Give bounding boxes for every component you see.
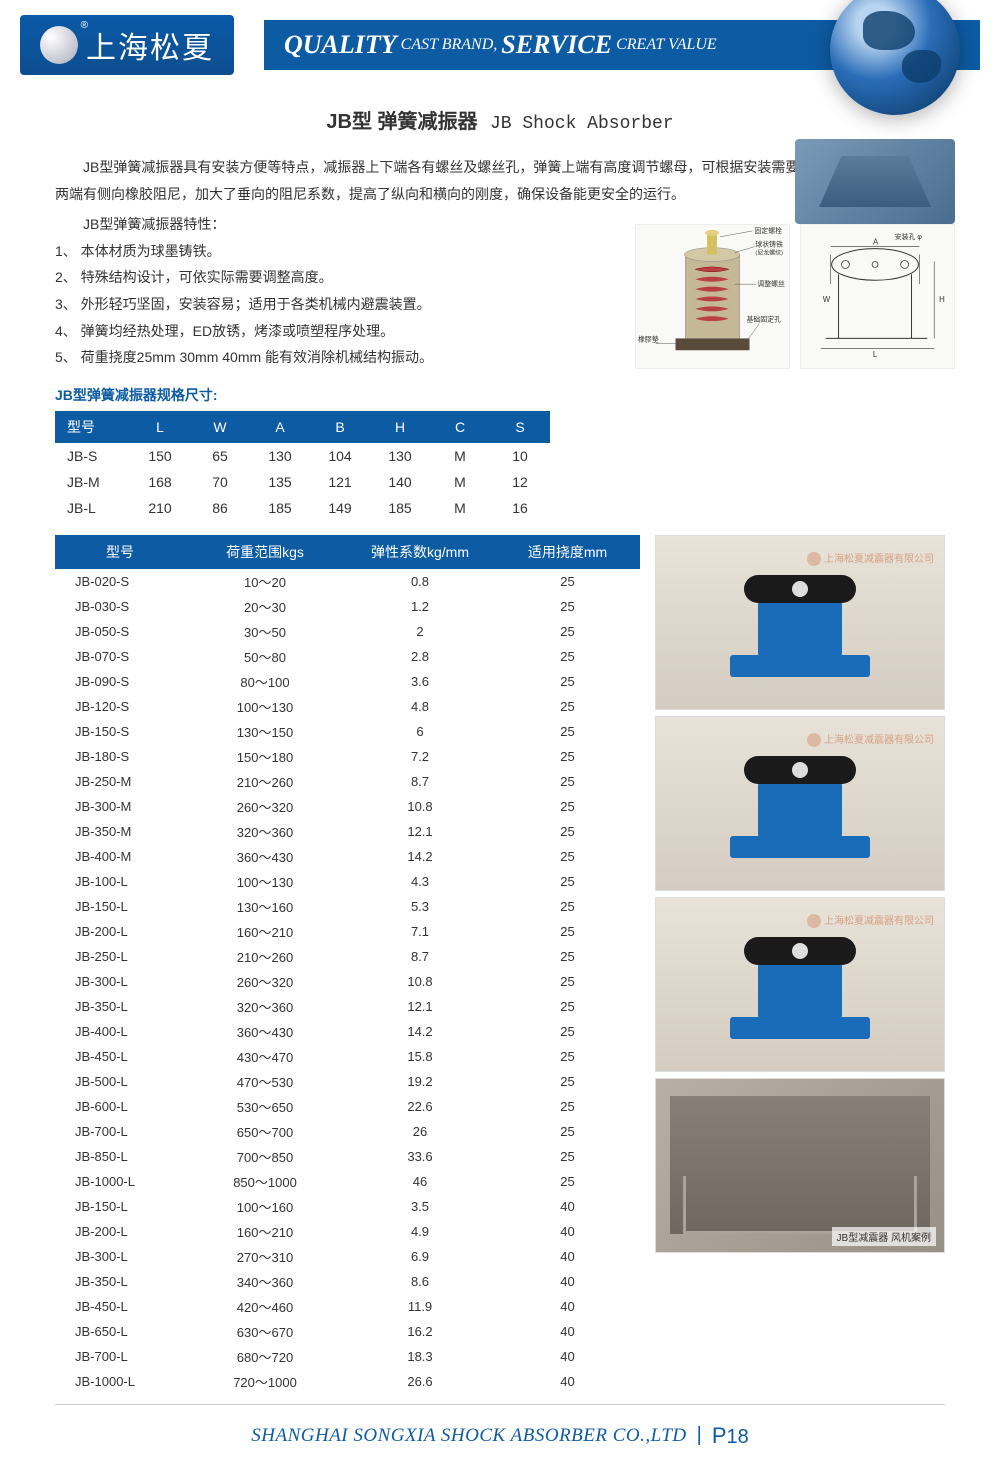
- intro-block: JB型弹簧减振器具有安装方便等特点，减振器上下端各有螺丝及螺丝孔，弹簧上端有高度…: [55, 154, 945, 371]
- footer-company: SHANGHAI SONGXIA SHOCK ABSORBER CO.,LTD: [251, 1425, 686, 1447]
- table-row: JB-200-L160～2104.940: [55, 1219, 640, 1244]
- product-photo-2: 上海松夏减震器有限公司: [655, 716, 945, 891]
- table-row: JB-S15065130104130M10: [55, 443, 550, 469]
- table-row: JB-450-L430～47015.825: [55, 1044, 640, 1069]
- table-row: JB-300-L260～32010.825: [55, 969, 640, 994]
- diagram-dimensions: 安装孔 φ L H A W: [800, 224, 955, 369]
- table-row: JB-450-L420～46011.940: [55, 1294, 640, 1319]
- fan-photo: [795, 139, 955, 224]
- logo: 上海松夏: [20, 15, 234, 75]
- main-row: 型号荷重范围kgs弹性系数kg/mm适用挠度mm JB-020-S10～200.…: [55, 535, 945, 1394]
- footer: SHANGHAI SONGXIA SHOCK ABSORBER CO.,LTD …: [0, 1417, 1000, 1469]
- svg-text:W: W: [823, 295, 831, 304]
- content: JB型 弹簧减振器 JB Shock Absorber JB型弹簧减振器具有安装…: [0, 75, 1000, 1404]
- table-row: JB-030-S20～301.225: [55, 594, 640, 619]
- table-row: JB-300-M260～32010.825: [55, 794, 640, 819]
- table-row: JB-120-S100～1304.825: [55, 694, 640, 719]
- table-row: JB-090-S80～1003.625: [55, 669, 640, 694]
- footer-page: P18: [712, 1423, 749, 1449]
- svg-text:(尼龙螺纹): (尼龙螺纹): [755, 249, 783, 257]
- product-photo-4: JB型减震器 风机案例: [655, 1078, 945, 1253]
- table-row: JB-150-L100～1603.540: [55, 1194, 640, 1219]
- product-photo-1: 上海松夏减震器有限公司: [655, 535, 945, 710]
- svg-text:球状铸铁: 球状铸铁: [755, 240, 783, 249]
- table-row: JB-200-L160～2107.125: [55, 919, 640, 944]
- table-row: JB-180-S150～1807.225: [55, 744, 640, 769]
- svg-text:安装孔 φ: 安装孔 φ: [895, 232, 923, 241]
- diagram-cutaway: 固定螺栓 球状铸铁 (尼龙螺纹) 调整螺丝 基础固定孔 橡膠墊: [635, 224, 790, 369]
- table-row: JB-150-L130～1605.325: [55, 894, 640, 919]
- table-row: JB-1000-L850～10004625: [55, 1169, 640, 1194]
- svg-text:固定螺栓: 固定螺栓: [754, 226, 782, 235]
- table-row: JB-600-L530～65022.625: [55, 1094, 640, 1119]
- svg-text:L: L: [873, 350, 878, 359]
- svg-text:调整螺丝: 调整螺丝: [757, 279, 785, 288]
- table-row: JB-250-M210～2608.725: [55, 769, 640, 794]
- table-row: JB-700-L650～7002625: [55, 1119, 640, 1144]
- product-photos: 上海松夏减震器有限公司 上海松夏减震器有限公司 上海松夏减震器有限公司 JB型减…: [655, 535, 945, 1253]
- product-photo-3: 上海松夏减震器有限公司: [655, 897, 945, 1072]
- diagrams: 固定螺栓 球状铸铁 (尼龙螺纹) 调整螺丝 基础固定孔 橡膠墊 安装孔 φ: [635, 224, 955, 369]
- table-row: JB-400-L360～43014.225: [55, 1019, 640, 1044]
- dim-table-title: JB型弹簧减振器规格尺寸:: [55, 385, 945, 405]
- table-row: JB-020-S10～200.825: [55, 569, 640, 594]
- table-row: JB-350-M320～36012.125: [55, 819, 640, 844]
- table-row: JB-500-L470～53019.225: [55, 1069, 640, 1094]
- page-header: 上海松夏 QUALITY CAST BRAND, SERVICE CREAT V…: [0, 0, 1000, 75]
- svg-text:橡膠墊: 橡膠墊: [638, 334, 659, 343]
- dimension-table: 型号LWABHCS JB-S15065130104130M10JB-M16870…: [55, 411, 550, 521]
- spec-table: 型号荷重范围kgs弹性系数kg/mm适用挠度mm JB-020-S10～200.…: [55, 535, 640, 1394]
- logo-text: 上海松夏: [86, 23, 214, 67]
- table-row: JB-050-S30～50225: [55, 619, 640, 644]
- footer-rule: [55, 1404, 945, 1405]
- logo-icon: [40, 26, 78, 64]
- table-row: JB-1000-L720～100026.640: [55, 1369, 640, 1394]
- table-row: JB-300-L270～3106.940: [55, 1244, 640, 1269]
- table-row: JB-L21086185149185M16: [55, 495, 550, 521]
- table-row: JB-070-S50～802.825: [55, 644, 640, 669]
- svg-text:A: A: [873, 238, 879, 247]
- table-row: JB-400-M360～43014.225: [55, 844, 640, 869]
- table-row: JB-850-L700～85033.625: [55, 1144, 640, 1169]
- table-row: JB-250-L210～2608.725: [55, 944, 640, 969]
- svg-text:基础固定孔: 基础固定孔: [747, 315, 782, 324]
- table-row: JB-150-S130～150625: [55, 719, 640, 744]
- table-row: JB-100-L100～1304.325: [55, 869, 640, 894]
- svg-text:H: H: [939, 295, 945, 304]
- table-row: JB-350-L340～3608.640: [55, 1269, 640, 1294]
- table-row: JB-M16870135121140M12: [55, 469, 550, 495]
- table-row: JB-650-L630～67016.240: [55, 1319, 640, 1344]
- page-title: JB型 弹簧减振器 JB Shock Absorber: [55, 105, 945, 134]
- table-row: JB-700-L680～72018.340: [55, 1344, 640, 1369]
- table-row: JB-350-L320～36012.125: [55, 994, 640, 1019]
